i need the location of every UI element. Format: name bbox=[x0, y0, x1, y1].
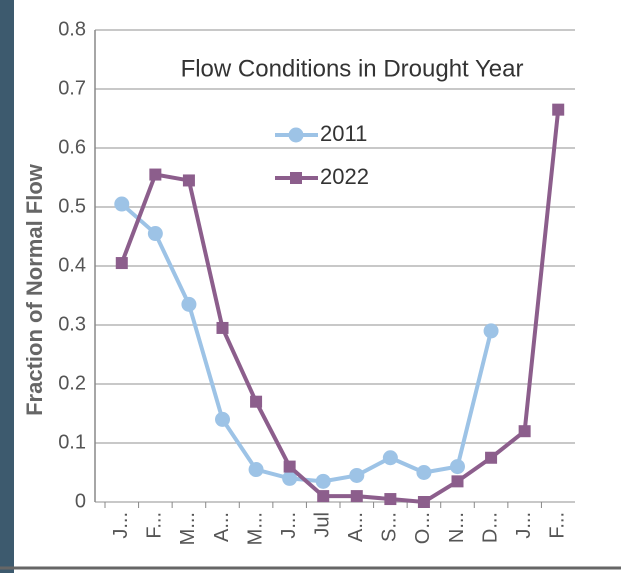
y-axis-label: Fraction of Normal Flow bbox=[22, 163, 47, 416]
y-tick-label: 0.7 bbox=[58, 77, 86, 99]
y-tick-label: 0.1 bbox=[58, 431, 86, 453]
point bbox=[115, 257, 128, 270]
point bbox=[485, 451, 498, 464]
point bbox=[248, 462, 264, 478]
series-line bbox=[120, 202, 494, 484]
x-tick-label: Jul bbox=[311, 512, 333, 538]
point bbox=[384, 493, 397, 506]
x-tick-label: F... bbox=[144, 512, 166, 539]
legend-label: 2022 bbox=[320, 164, 369, 189]
x-tick-label: J... bbox=[110, 512, 132, 539]
y-tick-label: 0.4 bbox=[58, 254, 86, 276]
point bbox=[382, 450, 398, 466]
y-tick-label: 0.5 bbox=[58, 195, 86, 217]
y-tick-label: 0 bbox=[75, 490, 86, 512]
point bbox=[483, 323, 499, 339]
x-tick-label: J... bbox=[513, 512, 535, 539]
point bbox=[149, 168, 162, 181]
x-tick-label: A... bbox=[345, 512, 367, 542]
x-tick-label: O... bbox=[412, 512, 434, 544]
legend-label: 2011 bbox=[320, 121, 367, 146]
y-tick-label: 0.3 bbox=[58, 313, 86, 335]
point bbox=[147, 226, 163, 242]
point bbox=[315, 473, 331, 489]
left-edge bbox=[0, 0, 14, 573]
point bbox=[317, 490, 330, 503]
y-tick-label: 0.6 bbox=[58, 136, 86, 158]
chart-title: Flow Conditions in Drought Year bbox=[181, 55, 524, 82]
legend-marker bbox=[288, 127, 304, 143]
x-tick-label: A... bbox=[211, 512, 233, 542]
point bbox=[250, 395, 263, 408]
legend-marker bbox=[290, 172, 302, 184]
point bbox=[349, 467, 365, 483]
point bbox=[450, 459, 465, 475]
x-tick-label: N... bbox=[446, 512, 468, 543]
point bbox=[282, 470, 298, 486]
point bbox=[215, 411, 230, 427]
y-tick-label: 0.2 bbox=[58, 372, 86, 394]
point bbox=[350, 490, 363, 503]
point bbox=[114, 196, 130, 212]
x-tick-label: D... bbox=[479, 512, 501, 543]
point bbox=[451, 475, 464, 488]
point bbox=[182, 174, 195, 187]
x-tick-label: M... bbox=[177, 512, 199, 545]
point bbox=[181, 296, 197, 312]
x-tick-label: F... bbox=[546, 512, 568, 539]
point bbox=[518, 425, 531, 438]
x-tick-label: M... bbox=[244, 512, 266, 545]
point bbox=[216, 321, 229, 334]
point bbox=[416, 465, 432, 480]
point bbox=[417, 496, 430, 508]
y-tick-label: 0.8 bbox=[58, 18, 86, 40]
x-tick-label: J... bbox=[278, 512, 300, 539]
point bbox=[283, 460, 296, 473]
x-tick-label: S... bbox=[379, 512, 401, 542]
point bbox=[552, 103, 565, 116]
